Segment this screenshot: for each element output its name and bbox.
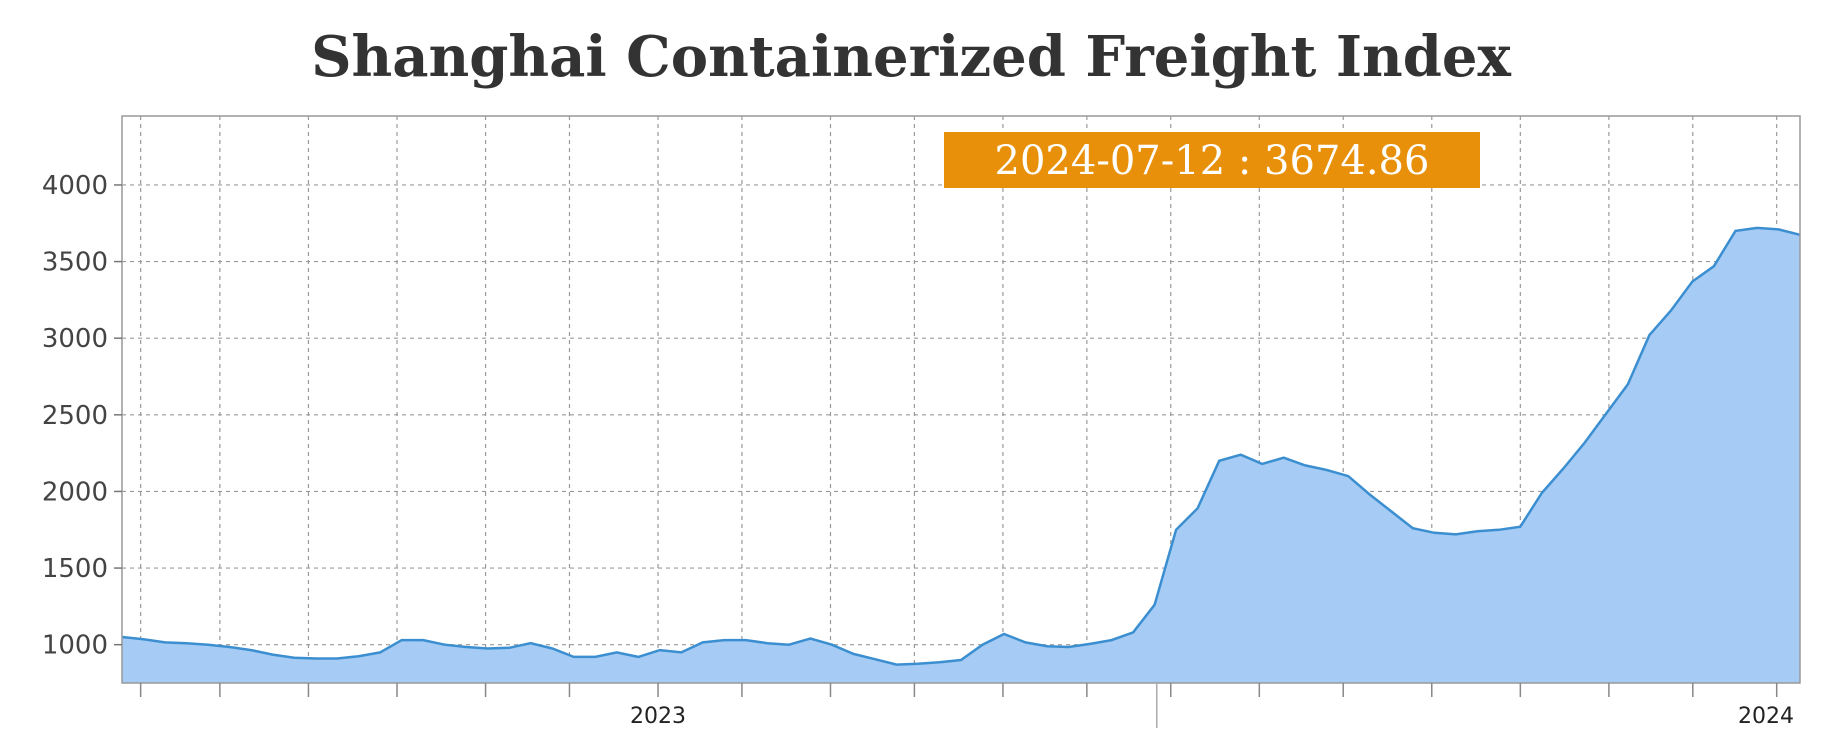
y-tick-label: 2000 (42, 477, 108, 507)
plot-frame (121, 115, 1801, 684)
y-tick-label: 3500 (42, 248, 108, 278)
y-tick-label: 3000 (42, 324, 108, 354)
y-tick-label: 2500 (42, 401, 108, 431)
y-tick-label: 1000 (42, 631, 108, 661)
x-axis: 2023 2024 (139, 683, 1794, 729)
y-tick-label: 1500 (42, 554, 108, 584)
tooltip-box (944, 132, 1480, 188)
series-line (121, 226, 1801, 666)
series-area (122, 227, 1800, 683)
value-tooltip: 2024-07-12 : 3674.86 (944, 132, 1480, 188)
y-tick-label: 4000 (42, 171, 108, 201)
x-tick-label: 2024 (1738, 704, 1794, 729)
x-tick-label: 2023 (630, 704, 686, 729)
y-axis: 1000 1500 2000 2500 3000 3500 4000 (42, 171, 122, 661)
chart-title: Shanghai Containerized Freight Index (311, 24, 1511, 90)
tooltip-label: 2024-07-12 : 3674.86 (995, 138, 1430, 184)
